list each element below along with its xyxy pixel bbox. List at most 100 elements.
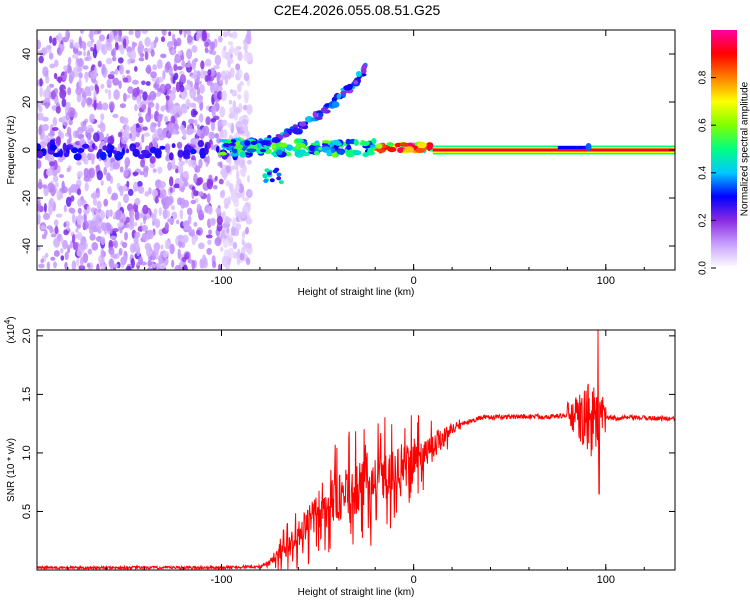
heatmap-cell — [130, 258, 135, 269]
heatmap-cell — [219, 190, 225, 199]
heatmap-cell — [236, 255, 241, 266]
heatmap-cell — [144, 51, 149, 60]
heatmap-cell — [84, 182, 89, 192]
heatmap-cell — [186, 48, 193, 60]
heatmap-cell — [232, 241, 238, 250]
heatmap-cell — [237, 83, 242, 93]
heatmap-cell — [207, 205, 213, 215]
heatmap-cell — [118, 248, 123, 256]
heatmap-cell — [206, 178, 214, 190]
heatmap-cell — [132, 171, 139, 176]
heatmap-cell — [193, 221, 198, 227]
heatmap-cell — [204, 144, 208, 155]
heatmap-cell — [176, 219, 180, 225]
heatmap-cell — [224, 203, 229, 209]
heatmap-cell — [152, 219, 156, 226]
heatmap-cell — [75, 130, 80, 138]
heatmap-cell — [76, 232, 83, 241]
heatmap-cell — [63, 152, 70, 158]
heatmap-cell — [426, 144, 435, 150]
heatmap-cell — [176, 141, 183, 149]
heatmap-cell — [123, 254, 128, 263]
heatmap-cell — [92, 47, 98, 59]
heatmap-cell — [91, 143, 96, 150]
heatmap-cell — [132, 79, 139, 85]
heatmap-cell — [204, 41, 210, 48]
heatmap-y-tick-label: -40 — [21, 238, 33, 254]
heatmap-cell — [46, 261, 51, 270]
heatmap-cell — [69, 39, 75, 44]
heatmap-cell — [233, 47, 240, 56]
heatmap-cell — [320, 107, 328, 113]
heatmap-cell — [174, 265, 182, 270]
heatmap-cell — [239, 81, 244, 86]
heatmap-cell — [165, 201, 170, 208]
heatmap-cell — [65, 196, 72, 207]
heatmap-cell — [181, 60, 186, 69]
heatmap-cell — [245, 257, 251, 266]
heatmap-cell — [159, 181, 166, 189]
heatmap-cell — [76, 50, 83, 56]
heatmap-cell — [153, 208, 158, 216]
heatmap-cell — [150, 41, 155, 51]
heatmap-cell — [52, 152, 61, 158]
colorbar — [711, 30, 737, 268]
heatmap-cell — [314, 116, 323, 121]
heatmap-cell — [314, 150, 320, 156]
heatmap-cell — [236, 123, 242, 128]
heatmap-cell — [259, 148, 267, 153]
heatmap-cell — [232, 217, 237, 228]
heatmap-cell — [48, 206, 53, 216]
heatmap-cell — [112, 77, 120, 86]
heatmap-cell — [149, 90, 157, 101]
heatmap-cell — [112, 56, 117, 62]
heatmap-cell — [82, 65, 89, 70]
heatmap-cell — [231, 89, 238, 97]
heatmap-cell — [108, 31, 114, 42]
heatmap-cell — [332, 101, 340, 108]
heatmap-cell — [206, 80, 213, 86]
heatmap-cell — [245, 226, 250, 235]
heatmap-cell — [210, 118, 217, 123]
heatmap-cell — [340, 90, 347, 95]
heatmap-cell — [138, 57, 145, 62]
heatmap-cell — [68, 186, 75, 193]
heatmap-cell — [371, 138, 377, 144]
heatmap-cell — [224, 74, 229, 85]
heatmap-cell — [178, 237, 186, 243]
heatmap-cell — [49, 161, 55, 167]
heatmap-cell — [216, 215, 223, 226]
heatmap-cell — [90, 207, 97, 213]
heatmap-cell — [127, 86, 134, 94]
heatmap-cell — [54, 59, 59, 68]
heatmap-cell — [188, 215, 192, 225]
heatmap-y-tick-label: 0 — [21, 147, 33, 153]
heatmap-cell — [80, 152, 87, 162]
heatmap-cell — [164, 221, 169, 231]
heatmap-cell — [218, 178, 224, 185]
heatmap-cell — [75, 228, 79, 233]
heatmap-cell — [404, 146, 414, 153]
heatmap-cell — [159, 263, 166, 270]
heatmap-cell — [64, 261, 68, 270]
heatmap-cell — [159, 83, 167, 94]
heatmap-cell — [76, 248, 83, 257]
heatmap-cell — [177, 50, 183, 56]
heatmap-cell — [147, 106, 151, 115]
heatmap-cell — [78, 265, 86, 270]
heatmap-cell — [100, 248, 104, 259]
heatmap-cell — [86, 97, 92, 106]
heatmap-cell — [62, 142, 67, 152]
heatmap-cell — [82, 252, 89, 264]
heatmap-cell — [60, 236, 64, 245]
heatmap-cell — [245, 242, 252, 249]
heatmap-cell — [230, 45, 234, 54]
heatmap-cell — [53, 237, 61, 248]
heatmap-cell — [215, 85, 223, 93]
heatmap-cell — [104, 88, 109, 94]
heatmap-cell — [346, 144, 352, 150]
heatmap-cell — [164, 83, 172, 91]
heatmap-cell — [42, 184, 48, 189]
snr-y-multiplier-exponent: 4 — [3, 319, 12, 324]
heatmap-cell — [59, 193, 64, 200]
